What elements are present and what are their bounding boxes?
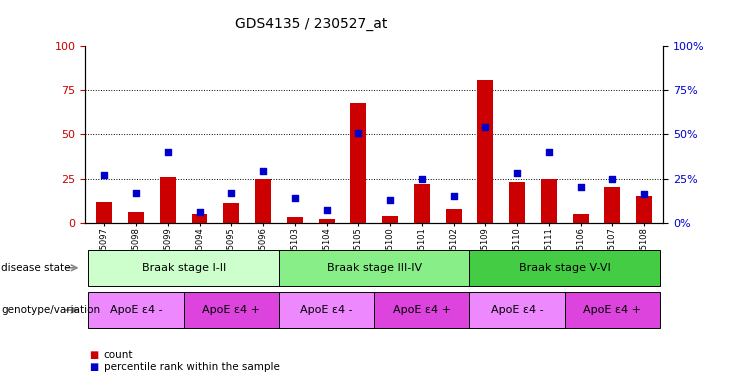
Text: ApoE ε4 +: ApoE ε4 + [202, 305, 260, 315]
Bar [445, 209, 462, 223]
Text: ■: ■ [89, 350, 98, 360]
Point [416, 175, 428, 182]
Bar [382, 216, 398, 223]
Text: ■: ■ [89, 362, 98, 372]
Point [321, 207, 333, 214]
Text: count: count [104, 350, 133, 360]
Text: genotype/variation: genotype/variation [1, 305, 101, 315]
Bar [223, 203, 239, 223]
Bar [414, 184, 430, 223]
Point [543, 149, 555, 155]
Text: GDS4135 / 230527_at: GDS4135 / 230527_at [235, 17, 388, 31]
Point [162, 149, 173, 155]
Bar [637, 196, 652, 223]
Point [289, 195, 301, 201]
Point [257, 169, 269, 175]
Bar [319, 219, 334, 223]
Bar [477, 79, 494, 223]
Bar [96, 202, 112, 223]
Bar [573, 214, 588, 223]
Text: Braak stage III-IV: Braak stage III-IV [327, 263, 422, 273]
Point [606, 175, 618, 182]
Point [575, 184, 587, 190]
Bar [509, 182, 525, 223]
Bar [541, 179, 556, 223]
Text: Braak stage I-II: Braak stage I-II [142, 263, 226, 273]
Bar [605, 187, 620, 223]
Point [353, 129, 365, 136]
Text: disease state: disease state [1, 263, 71, 273]
Point [448, 193, 459, 199]
Point [130, 190, 142, 196]
Point [384, 197, 396, 203]
Text: ApoE ε4 +: ApoE ε4 + [583, 305, 642, 315]
Text: ApoE ε4 +: ApoE ε4 + [393, 305, 451, 315]
Bar [160, 177, 176, 223]
Text: Braak stage V-VI: Braak stage V-VI [519, 263, 611, 273]
Point [479, 124, 491, 131]
Point [193, 209, 205, 215]
Text: ApoE ε4 -: ApoE ε4 - [110, 305, 162, 315]
Text: ApoE ε4 -: ApoE ε4 - [300, 305, 353, 315]
Text: ApoE ε4 -: ApoE ε4 - [491, 305, 543, 315]
Point [225, 190, 237, 196]
Bar [255, 179, 271, 223]
Text: percentile rank within the sample: percentile rank within the sample [104, 362, 279, 372]
Point [511, 170, 523, 176]
Point [638, 191, 650, 197]
Bar [192, 214, 207, 223]
Point [99, 172, 110, 178]
Bar [128, 212, 144, 223]
Bar [287, 217, 303, 223]
Bar [350, 103, 366, 223]
